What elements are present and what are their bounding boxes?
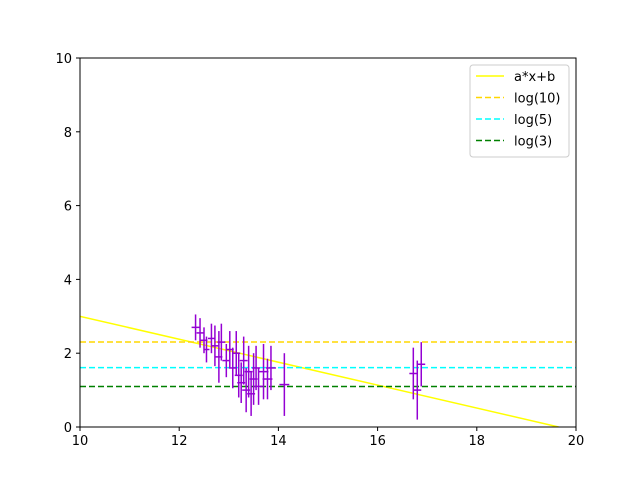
- errorbar-point: [211, 325, 219, 367]
- legend-box: [469, 64, 570, 158]
- y-tick-label: 2: [64, 347, 72, 362]
- x-tick-label: 12: [171, 434, 188, 449]
- legend: a*x+b log(10) log(5) log(3): [469, 64, 570, 158]
- y-tick-label: 6: [64, 200, 72, 215]
- errorbar-point: [413, 360, 422, 420]
- errorbar-point: [254, 367, 263, 405]
- axes-frame: [79, 57, 577, 428]
- errorbar-point: [417, 342, 426, 387]
- y-tick-label: 0: [64, 421, 72, 436]
- y-tick-label: 8: [64, 126, 72, 141]
- legend-label: log(5): [514, 113, 552, 128]
- errorbar-point: [207, 323, 215, 354]
- plot-area: [80, 314, 576, 427]
- errorbar-point: [279, 353, 290, 416]
- x-tick-label: 10: [72, 434, 89, 449]
- errorbar-point: [196, 318, 204, 348]
- errorbar-point: [239, 336, 248, 385]
- x-tick-label: 20: [568, 434, 585, 449]
- x-tick-label: 14: [270, 434, 287, 449]
- errorbar-point: [191, 314, 200, 341]
- axes: 10 12 14 16 18 20 0 2 4 6 8 10: [55, 52, 584, 449]
- legend-label: log(3): [514, 135, 552, 150]
- errorbar-point: [228, 347, 237, 389]
- legend-label: log(10): [514, 92, 561, 107]
- legend-label: a*x+b: [514, 70, 555, 85]
- errorbar-point: [266, 345, 276, 391]
- errorbar-point: [217, 323, 226, 361]
- y-tick-label: 10: [55, 52, 72, 67]
- errorbar-point: [203, 336, 210, 363]
- x-tick-label: 18: [469, 434, 486, 449]
- x-tick-label: 16: [369, 434, 386, 449]
- series-line-a-x-b: [80, 315, 559, 427]
- y-tick-label: 4: [64, 273, 72, 288]
